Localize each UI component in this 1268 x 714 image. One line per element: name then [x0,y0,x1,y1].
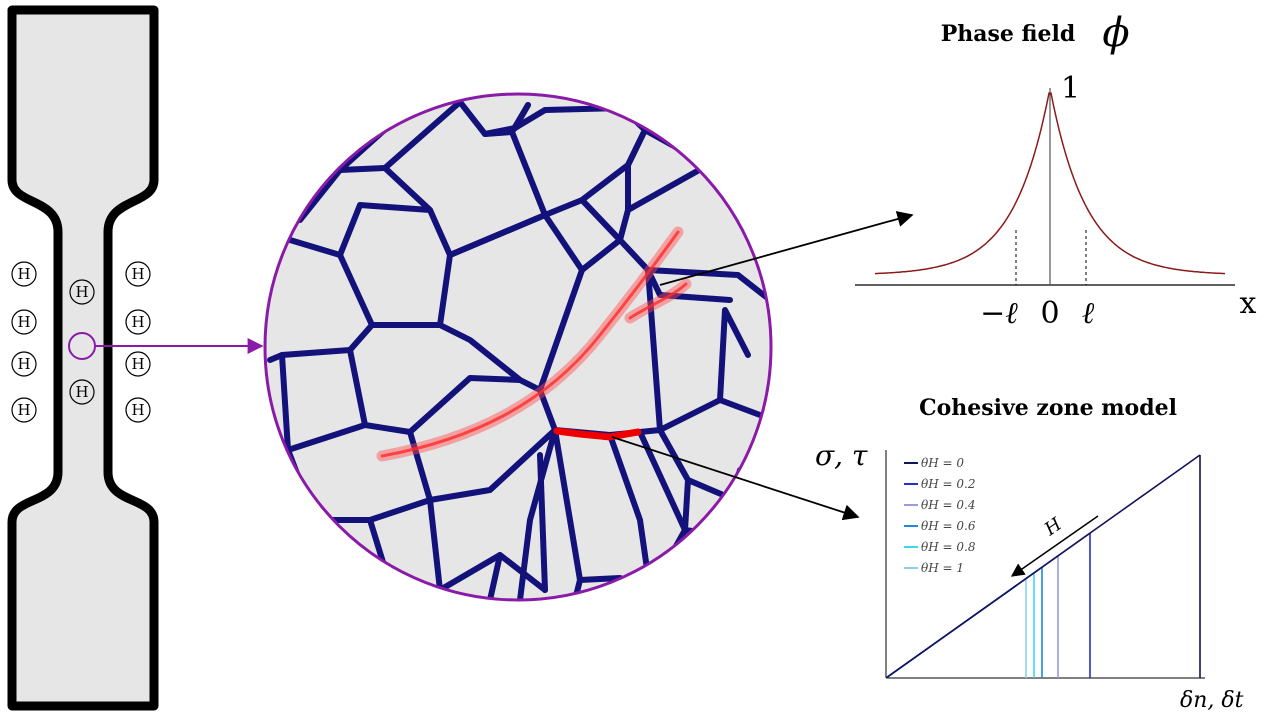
hydrogen-trend-label: H [1040,514,1066,541]
hydrogen-atom-label: H [17,313,30,331]
legend-label: θH = 0.2 [921,477,975,491]
hydrogen-atom-label: H [75,383,88,401]
legend-label: θH = 1 [921,561,964,575]
phase-field-tick-minus-ell: −ℓ [980,296,1018,331]
hydrogen-atom-label: H [131,313,144,331]
arrow-to-cohesive-zone [611,436,860,521]
cohesive-x-label: δn, δt [1180,688,1244,713]
polycrystal-outline [263,92,773,602]
legend-label: θH = 0.8 [921,540,976,554]
hydrogen-atom-label: H [75,283,88,301]
phase-field-tick-zero: 0 [1040,296,1059,331]
polycrystal-zoom [263,92,773,602]
hydrogen-trend-arrow [1010,515,1099,577]
cohesive-curves [885,454,1201,679]
intergranular-crack [553,427,642,441]
polycrystal-background [265,94,771,600]
hydrogen-atom: H [125,309,151,335]
hydrogen-atom: H [11,397,37,423]
phase-field-axis-label: x [1240,286,1257,321]
hydrogen-atom: H [125,351,151,377]
specimen: H H H H H H H H H H [7,5,264,711]
hydrogen-atom-label: H [17,401,30,419]
legend-label: θH = 0.4 [921,498,975,512]
cohesive-y-label: σ, τ [815,439,868,472]
phase-field-tick-ell: ℓ [1082,296,1095,331]
cohesive-legend: θH = 0 θH = 0.2 θH = 0.4 θH = 0.6 θH = 0.8 θH… [904,456,976,575]
phase-field-symbol: ϕ [1102,10,1129,56]
cohesive-zone-panel: Cohesive zone model σ, τ δn, δt θH = 0θH… [815,395,1244,713]
phase-field-title: Phase field [941,21,1076,47]
legend-label: θH = 0.6 [921,519,976,533]
cohesive-traction-curve [885,454,1201,679]
phase-field-peak-label: 1 [1061,71,1080,106]
cohesive-title: Cohesive zone model [919,395,1177,421]
hydrogen-atom: H [69,379,95,405]
hydrogen-atoms: H H H H H H H H H H [11,261,151,423]
hydrogen-atom: H [11,351,37,377]
hydrogen-atom-label: H [131,355,144,373]
hydrogen-atom: H [125,261,151,287]
crack-path [376,226,692,462]
hydrogen-atom: H [125,397,151,423]
hydrogen-atom: H [69,279,95,305]
phase-field-panel: Phase field ϕ 1 x −ℓ 0 ℓ [855,10,1257,331]
hydrogen-atom-label: H [131,265,144,283]
phase-field-curve [874,92,1226,275]
hydrogen-atom: H [11,261,37,287]
hydrogen-atom-label: H [17,265,30,283]
hydrogen-atom-label: H [131,401,144,419]
legend-label: θH = 0 [921,456,964,470]
arrow-to-phase-field [659,211,914,286]
hydrogen-atom: H [11,309,37,335]
hydrogen-atom-label: H [17,355,30,373]
